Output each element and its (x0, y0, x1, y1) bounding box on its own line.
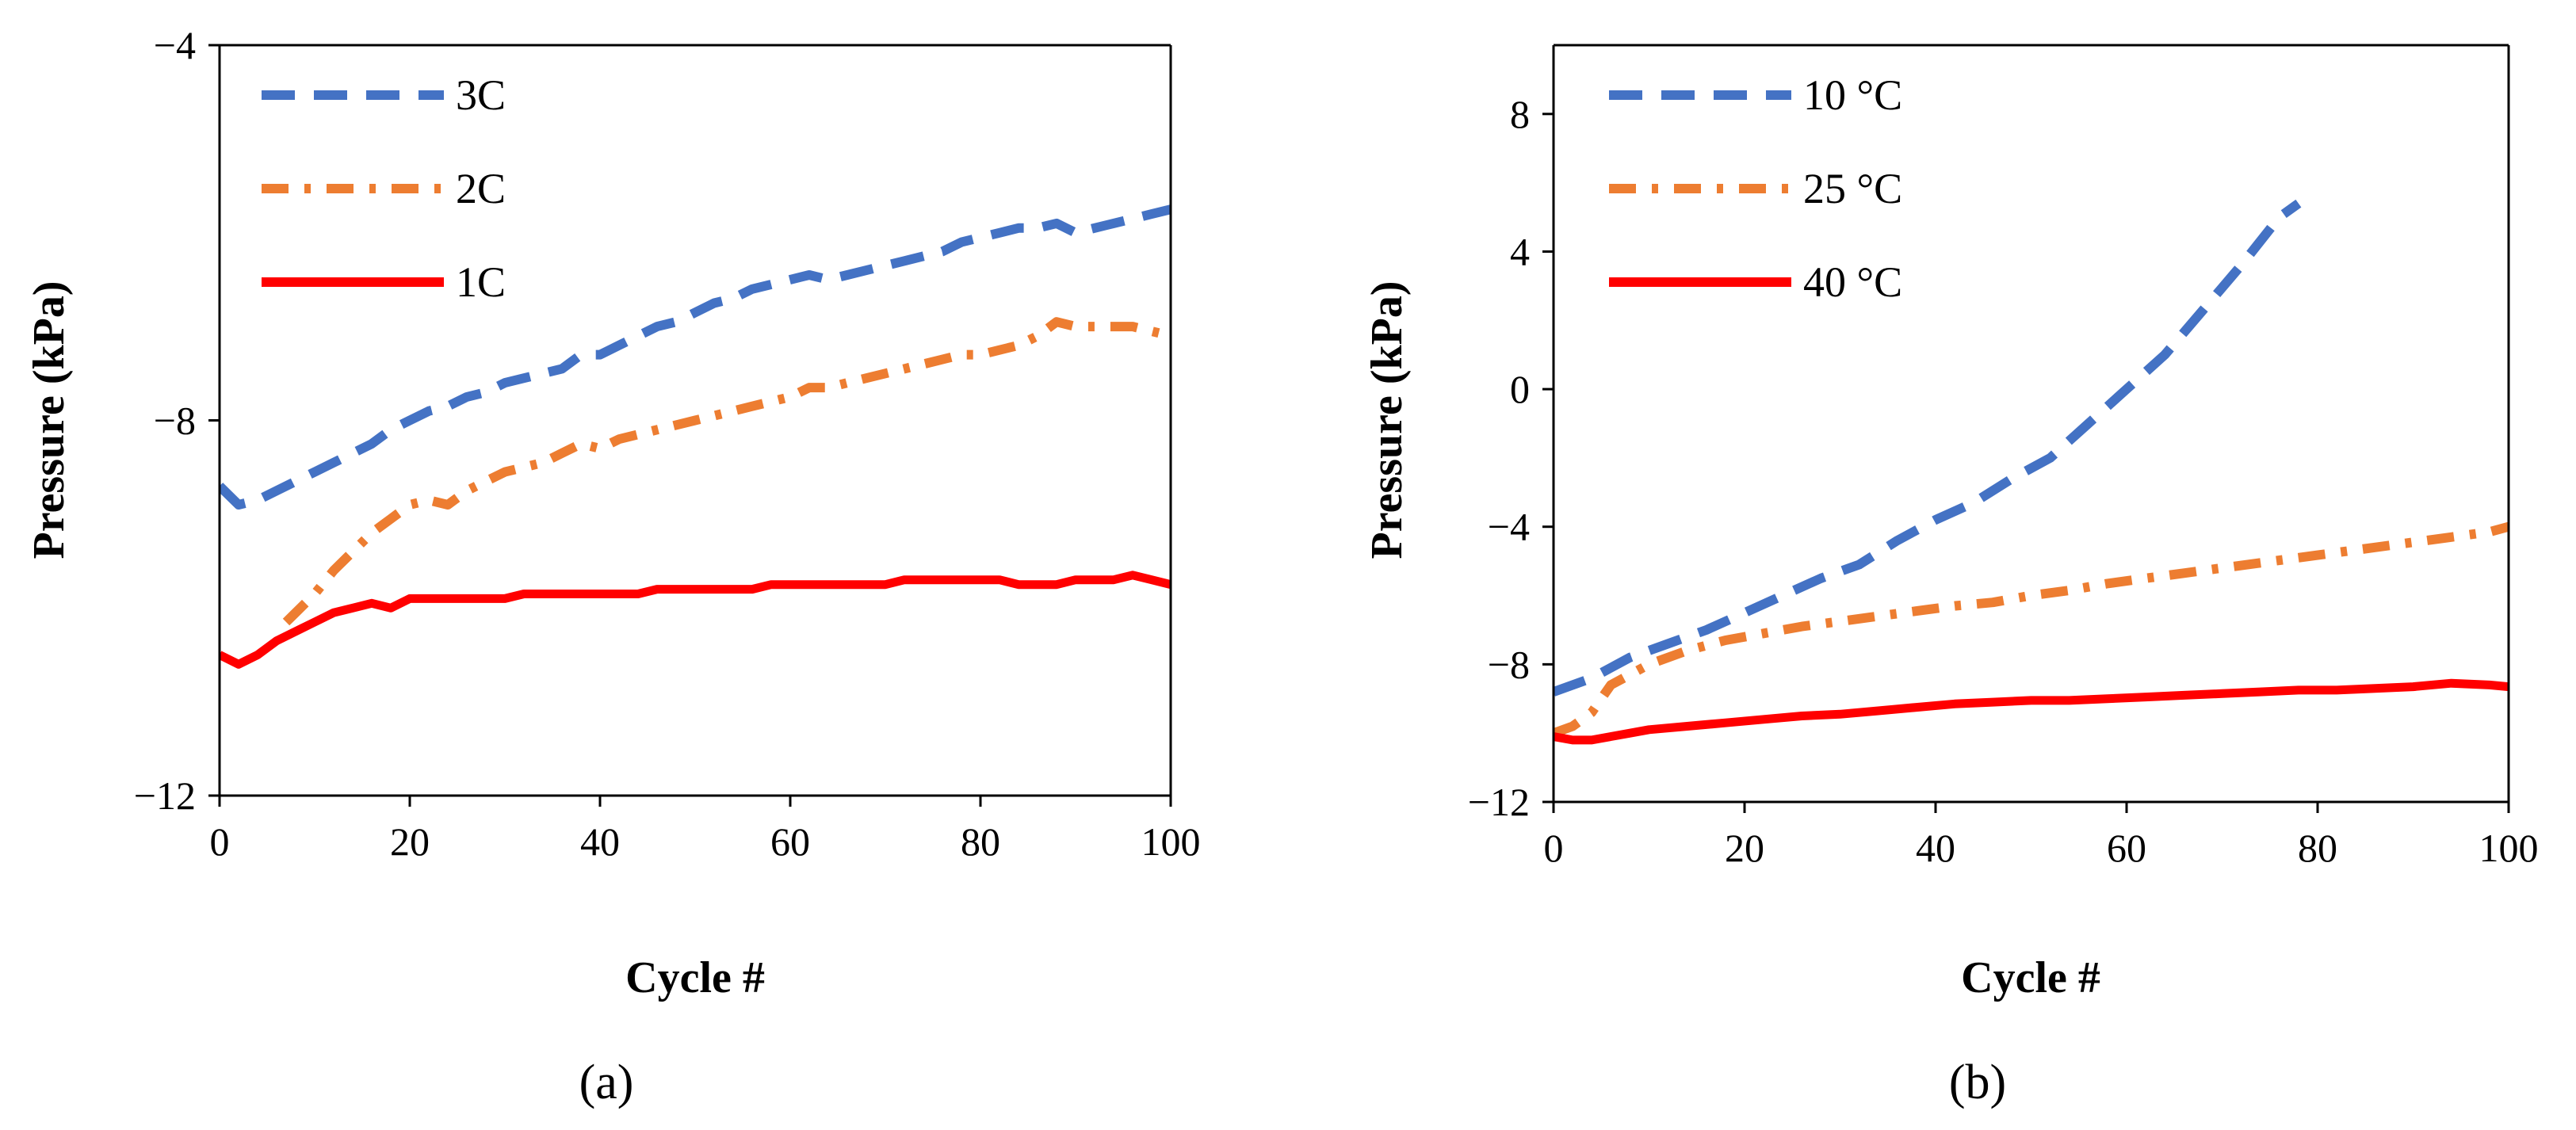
x-tick-label-a: 80 (961, 819, 1000, 864)
y-axis-title-a: Pressure (kPa) (25, 281, 74, 559)
y-tick-label-b: 4 (1510, 229, 1530, 273)
panel-label-b: (b) (1949, 1056, 2006, 1109)
x-axis-title-a: Cycle # (625, 953, 765, 1002)
y-tick-label-b: −4 (1488, 505, 1530, 549)
x-axis-title-b: Cycle # (1961, 953, 2100, 1002)
y-tick-label-b: −8 (1488, 642, 1530, 686)
x-tick-label-b: 0 (1544, 826, 1564, 870)
x-tick-label-b: 20 (1725, 826, 1764, 870)
y-tick-label-b: 8 (1510, 92, 1530, 136)
legend-a: 3C 2C 1C (262, 71, 506, 306)
ticks-layer-a: 0 20 40 60 80 100 −12 −8 −4 (134, 23, 1201, 864)
legend-label-b-3: 40 °C (1803, 258, 1902, 306)
legend-b: 10 °C 25 °C 40 °C (1609, 71, 1902, 306)
series-line-a-2 (282, 317, 1171, 626)
y-tick-label-b: −12 (1468, 780, 1530, 824)
x-tick-label-a: 20 (390, 819, 430, 864)
legend-label-a-2: 2C (456, 165, 506, 212)
series-line-a-1 (220, 204, 1171, 510)
x-tick-label-a: 100 (1141, 819, 1201, 864)
y-tick-label-a: −8 (154, 399, 196, 443)
legend-label-b-2: 25 °C (1803, 165, 1902, 212)
x-tick-label-a: 40 (580, 819, 620, 864)
legend-label-a-3: 1C (456, 258, 506, 306)
x-tick-label-b: 40 (1916, 826, 1955, 870)
chart-panel-a: 0 20 40 60 80 100 −12 −8 −4 Cycle # Pressure (kP… (25, 23, 1201, 1109)
series-line-b-1 (1554, 199, 2302, 697)
ticks-layer-b: 0 20 40 60 80 100 −12 −8 −4 0 4 8 (1468, 92, 2539, 870)
series-line-b-3 (1554, 678, 2509, 745)
series-line-a-3 (220, 571, 1171, 669)
x-tick-label-b: 80 (2298, 826, 2337, 870)
series-layer-a (220, 204, 1171, 669)
x-tick-label-a: 0 (210, 819, 230, 864)
y-tick-label-a: −12 (134, 773, 196, 818)
y-tick-label-a: −4 (154, 23, 196, 67)
x-tick-label-b: 100 (2479, 826, 2539, 870)
x-tick-label-a: 60 (770, 819, 810, 864)
x-tick-label-b: 60 (2107, 826, 2146, 870)
y-axis-title-b: Pressure (kPa) (1363, 281, 1412, 559)
legend-label-a-1: 3C (456, 71, 506, 119)
chart-panel-b: 0 20 40 60 80 100 −12 −8 −4 0 4 8 Cycle # Pressure … (1363, 44, 2539, 1109)
legend-label-b-1: 10 °C (1803, 71, 1902, 119)
series-layer-b (1554, 199, 2509, 745)
y-tick-label-b: 0 (1510, 367, 1530, 411)
panel-label-a: (a) (579, 1056, 634, 1109)
series-line-b-2 (1554, 521, 2509, 738)
